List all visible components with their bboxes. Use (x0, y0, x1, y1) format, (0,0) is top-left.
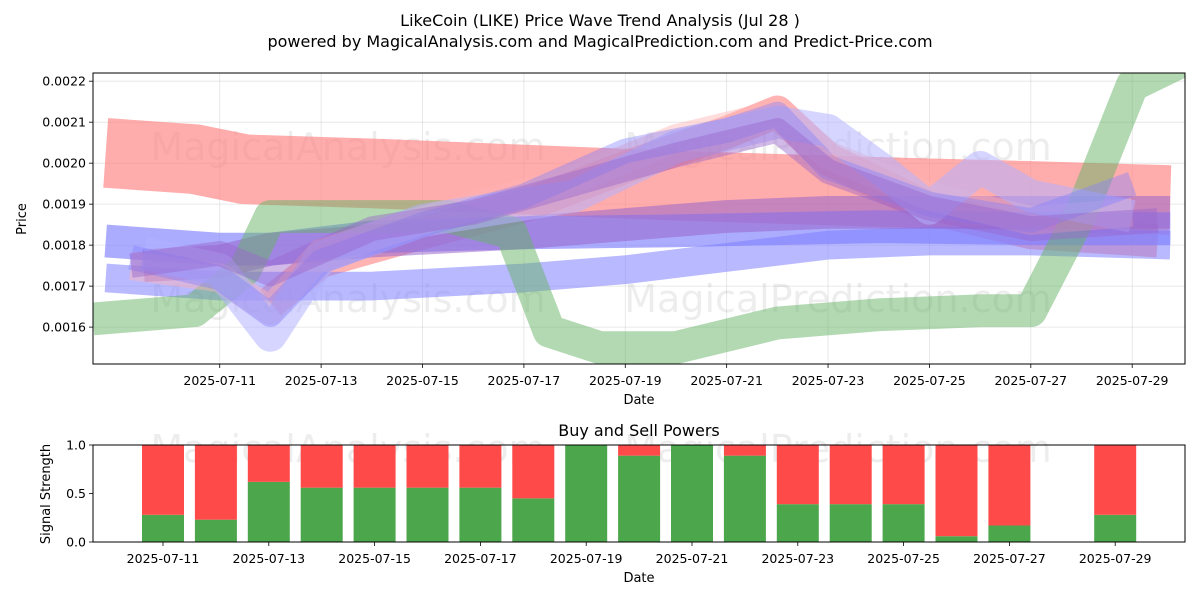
buy-bar (829, 504, 872, 542)
sell-bar (723, 445, 766, 456)
price-x-tick-label: 2025-07-19 (589, 373, 662, 388)
sell-bar (935, 445, 978, 537)
price-y-tick-label: 0.0021 (42, 115, 86, 130)
buy-bar (776, 504, 819, 542)
signal-x-tick-label: 2025-07-21 (656, 551, 729, 566)
chart-subtitle: powered by MagicalAnalysis.com and Magic… (267, 32, 932, 51)
signal-x-axis-label: Date (623, 571, 654, 586)
buy-bar (935, 536, 978, 542)
price-y-tick-label: 0.0018 (42, 238, 86, 253)
buy-bar (882, 504, 925, 542)
signal-chart-title: Buy and Sell Powers (558, 421, 720, 440)
signal-y-tick-label: 0.0 (66, 535, 86, 550)
price-x-tick-label: 2025-07-25 (893, 373, 966, 388)
price-y-tick-label: 0.0017 (42, 279, 86, 294)
buy-bar (988, 525, 1031, 542)
buy-bar (194, 519, 237, 542)
sell-bar (776, 445, 819, 505)
buy-bar (618, 455, 661, 542)
sell-bar (247, 445, 290, 482)
sell-bar (988, 445, 1031, 526)
buy-bar (459, 487, 502, 542)
signal-x-tick-label: 2025-07-29 (1079, 551, 1152, 566)
price-bands (93, 73, 1185, 364)
price-x-tick-label: 2025-07-29 (1096, 373, 1169, 388)
price-plot-frame (92, 72, 1186, 365)
sell-bar (300, 445, 343, 488)
signal-x-tick-label: 2025-07-11 (127, 551, 200, 566)
price-x-axis-label: Date (623, 393, 654, 408)
price-band-purple (129, 118, 1159, 287)
buy-bar (247, 481, 290, 542)
buy-bar (406, 487, 449, 542)
signal-x-tick-label: 2025-07-15 (338, 551, 411, 566)
price-x-tick-label: 2025-07-17 (488, 373, 561, 388)
sell-bar (1094, 445, 1137, 515)
sell-bar (353, 445, 396, 488)
buy-bar (671, 445, 713, 542)
buy-bar (565, 445, 608, 542)
price-x-tick-label: 2025-07-23 (792, 373, 865, 388)
price-y-axis-label: Price (15, 203, 30, 235)
price-x-tick-label: 2025-07-13 (285, 373, 358, 388)
signal-chart: Buy and Sell Powers MagicalAnalysis.com … (39, 421, 1186, 586)
signal-y-tick-label: 1.0 (66, 438, 86, 453)
price-band-green (93, 73, 1185, 364)
signal-x-tick-label: 2025-07-13 (232, 551, 305, 566)
price-x-tick-label: 2025-07-27 (994, 373, 1067, 388)
signal-y-tick-label: 0.5 (66, 486, 86, 501)
sell-bar (406, 445, 449, 488)
signal-y-axis: 0.0 0.5 1.0 (66, 438, 93, 550)
sell-bar (618, 445, 661, 456)
signal-bars (142, 445, 1137, 542)
sell-bar (194, 445, 237, 520)
sell-bar (512, 445, 555, 499)
sell-bar (142, 445, 184, 515)
price-y-axis: 0.0016 0.0017 0.0018 0.0019 0.0020 0.0021 0.00… (42, 74, 93, 335)
buy-bar (353, 487, 396, 542)
sell-bar (829, 445, 872, 505)
signal-x-tick-label: 2025-07-25 (867, 551, 940, 566)
signal-x-axis: 2025-07-11 2025-07-13 2025-07-15 2025-07-17… (127, 542, 1152, 566)
price-y-tick-label: 0.0020 (42, 156, 86, 171)
price-x-tick-label: 2025-07-15 (386, 373, 459, 388)
price-x-axis: 2025-07-11 2025-07-13 2025-07-15 2025-07-17… (183, 364, 1169, 388)
sell-bar (882, 445, 925, 505)
chart-title: LikeCoin (LIKE) Price Wave Trend Analysi… (400, 11, 800, 30)
price-x-tick-label: 2025-07-21 (690, 373, 763, 388)
price-y-tick-label: 0.0016 (42, 320, 86, 335)
buy-bar (723, 455, 766, 542)
price-band-red (103, 118, 1172, 235)
price-band-lightblue (140, 105, 1136, 352)
price-y-tick-label: 0.0022 (42, 74, 86, 89)
signal-x-tick-label: 2025-07-27 (973, 551, 1046, 566)
sell-bar (459, 445, 502, 488)
signal-x-tick-label: 2025-07-17 (444, 551, 517, 566)
buy-bar (142, 514, 184, 542)
buy-bar (512, 498, 555, 542)
price-y-tick-label: 0.0019 (42, 197, 86, 212)
signal-x-tick-label: 2025-07-19 (550, 551, 623, 566)
price-chart: MagicalAnalysis.com MagicalPrediction.co… (15, 72, 1186, 408)
buy-bar (300, 487, 343, 542)
buy-bar (1094, 514, 1137, 542)
signal-x-tick-label: 2025-07-23 (761, 551, 834, 566)
price-x-tick-label: 2025-07-11 (183, 373, 256, 388)
signal-y-axis-label: Signal Strength (39, 444, 54, 544)
price-band-blue (128, 101, 1137, 328)
